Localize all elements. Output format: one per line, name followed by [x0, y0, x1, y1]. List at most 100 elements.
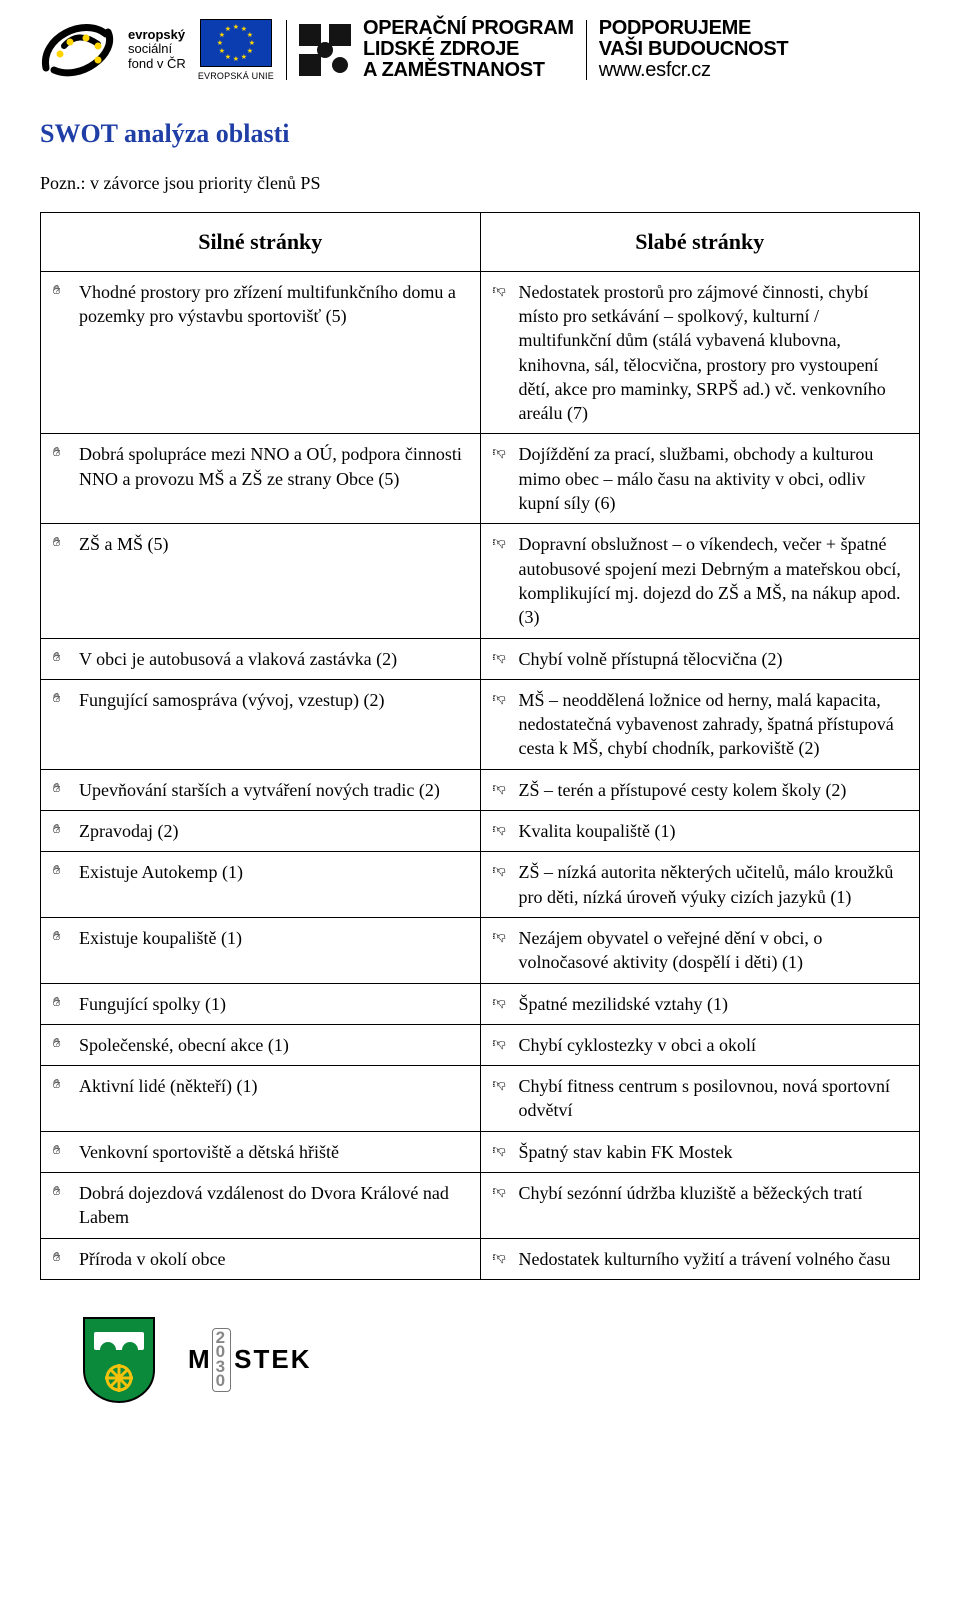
table-row: Dobrá dojezdová vzdálenost do Dvora Král…	[41, 1173, 920, 1239]
strength-item: Příroda v okolí obce	[51, 1247, 470, 1271]
podp-line1: PODPORUJEME	[599, 18, 789, 39]
eu-caption: EVROPSKÁ UNIE	[198, 71, 274, 81]
esf-text: evropský sociální fond v ČR	[128, 28, 186, 71]
weak-cell: Dojíždění za prací, službami, obchody a …	[480, 434, 920, 524]
mostek-m: M	[188, 1344, 212, 1375]
strength-item: Fungující spolky (1)	[51, 992, 470, 1016]
weakness-item: Špatný stav kabin FK Mostek	[491, 1140, 910, 1164]
weakness-item: ZŠ – terén a přístupové cesty kolem škol…	[491, 778, 910, 802]
strength-item: Existuje koupaliště (1)	[51, 926, 470, 950]
weak-cell: Chybí cyklostezky v obci a okolí	[480, 1024, 920, 1065]
strength-item: Dobrá spolupráce mezi NNO a OÚ, podpora …	[51, 442, 470, 491]
table-row: Zpravodaj (2) Kvalita koupaliště (1)	[41, 811, 920, 852]
strength-item: ZŠ a MŠ (5)	[51, 532, 470, 556]
table-row: Společenské, obecní akce (1) Chybí cyklos…	[41, 1024, 920, 1065]
strength-item: Společenské, obecní akce (1)	[51, 1033, 470, 1057]
strong-cell: Společenské, obecní akce (1)	[41, 1024, 481, 1065]
weakness-item: Nedostatek prostorů pro zájmové činnosti…	[491, 280, 910, 426]
weakness-item: Dojíždění za prací, službami, obchody a …	[491, 442, 910, 515]
table-row: Existuje koupaliště (1) Nezájem obyvatel …	[41, 917, 920, 983]
divider	[286, 20, 287, 80]
table-row: Příroda v okolí obce Nedostatek kulturníh…	[41, 1238, 920, 1279]
weak-cell: ZŠ – terén a přístupové cesty kolem škol…	[480, 769, 920, 810]
table-row: Fungující samospráva (vývoj, vzestup) (2…	[41, 679, 920, 769]
weakness-item: Chybí sezónní údržba kluziště a běžeckýc…	[491, 1181, 910, 1205]
weakness-item: Nedostatek kulturního vyžití a trávení v…	[491, 1247, 910, 1271]
weakness-item: Nezájem obyvatel o veřejné dění v obci, …	[491, 926, 910, 975]
strong-cell: Aktivní lidé (někteří) (1)	[41, 1066, 481, 1132]
podp-site: www.esfcr.cz	[599, 60, 789, 81]
table-row: Upevňování starších a vytváření nových t…	[41, 769, 920, 810]
weak-cell: Chybí fitness centrum s posilovnou, nová…	[480, 1066, 920, 1132]
strength-item: Existuje Autokemp (1)	[51, 860, 470, 884]
strong-cell: Existuje Autokemp (1)	[41, 852, 481, 918]
strong-cell: Zpravodaj (2)	[41, 811, 481, 852]
strong-cell: Příroda v okolí obce	[41, 1238, 481, 1279]
table-row: V obci je autobusová a vlaková zastávka …	[41, 638, 920, 679]
strong-cell: V obci je autobusová a vlaková zastávka …	[41, 638, 481, 679]
strong-cell: Venkovní sportoviště a dětská hřiště	[41, 1131, 481, 1172]
weak-cell: Nedostatek prostorů pro zájmové činnosti…	[480, 271, 920, 434]
oplzz-line1: OPERAČNÍ PROGRAM	[363, 18, 574, 39]
weak-cell: Chybí sezónní údržba kluziště a běžeckýc…	[480, 1173, 920, 1239]
weak-cell: Chybí volně přístupná tělocvična (2)	[480, 638, 920, 679]
strong-cell: Dobrá dojezdová vzdálenost do Dvora Král…	[41, 1173, 481, 1239]
weak-cell: Nezájem obyvatel o veřejné dění v obci, …	[480, 917, 920, 983]
strong-header: Silné stránky	[41, 213, 481, 272]
page-title: SWOT analýza oblasti	[40, 119, 920, 149]
weak-cell: Kvalita koupaliště (1)	[480, 811, 920, 852]
mostek-logo: M 2 0 3 0 STEK	[188, 1328, 311, 1392]
strength-item: Vhodné prostory pro zřízení multifunkční…	[51, 280, 470, 329]
weakness-item: Špatné mezilidské vztahy (1)	[491, 992, 910, 1016]
swot-table: Silné stránky Slabé stránky Vhodné prost…	[40, 212, 920, 1280]
weakness-item: ZŠ – nízká autorita některých učitelů, m…	[491, 860, 910, 909]
strong-cell: Existuje koupaliště (1)	[41, 917, 481, 983]
table-row: ZŠ a MŠ (5) Dopravní obslužnost – o víken…	[41, 524, 920, 638]
weakness-item: MŠ – neoddělená ložnice od herny, malá k…	[491, 688, 910, 761]
eu-flag-icon: ★ ★ ★ ★ ★ ★ ★ ★ ★ ★ ★ ★	[200, 19, 272, 67]
oplzz-mark-icon	[299, 24, 351, 76]
weakness-item: Chybí volně přístupná tělocvična (2)	[491, 647, 910, 671]
footer-logos: M 2 0 3 0 STEK	[40, 1314, 920, 1406]
weakness-item: Chybí cyklostezky v obci a okolí	[491, 1033, 910, 1057]
weak-cell: ZŠ – nízká autorita některých učitelů, m…	[480, 852, 920, 918]
weak-cell: Dopravní obslužnost – o víkendech, večer…	[480, 524, 920, 638]
esf-line3: fond v ČR	[128, 57, 186, 71]
strong-cell: Dobrá spolupráce mezi NNO a OÚ, podpora …	[41, 434, 481, 524]
oplzz-text: OPERAČNÍ PROGRAM LIDSKÉ ZDROJE A ZAMĚSTN…	[363, 18, 574, 81]
table-row: Vhodné prostory pro zřízení multifunkční…	[41, 271, 920, 434]
divider	[586, 20, 587, 80]
strength-item: Dobrá dojezdová vzdálenost do Dvora Král…	[51, 1181, 470, 1230]
table-row: Venkovní sportoviště a dětská hřiště Špat…	[41, 1131, 920, 1172]
strong-cell: Fungující spolky (1)	[41, 983, 481, 1024]
weak-header: Slabé stránky	[480, 213, 920, 272]
strength-item: Fungující samospráva (vývoj, vzestup) (2…	[51, 688, 470, 712]
mostek-2030-icon: 2 0 3 0	[212, 1328, 231, 1392]
strength-item: Aktivní lidé (někteří) (1)	[51, 1074, 470, 1098]
oplzz-line2: LIDSKÉ ZDROJE	[363, 39, 574, 60]
podp-line2: VAŠI BUDOUCNOST	[599, 39, 789, 60]
eu-logo: ★ ★ ★ ★ ★ ★ ★ ★ ★ ★ ★ ★ EVROPSKÁ UNIE	[198, 19, 274, 81]
podporujeme-block: PODPORUJEME VAŠI BUDOUCNOST www.esfcr.cz	[599, 18, 789, 81]
table-row: Aktivní lidé (někteří) (1) Chybí fitness …	[41, 1066, 920, 1132]
strength-item: Upevňování starších a vytváření nových t…	[51, 778, 470, 802]
weakness-item: Chybí fitness centrum s posilovnou, nová…	[491, 1074, 910, 1123]
strength-item: V obci je autobusová a vlaková zastávka …	[51, 647, 470, 671]
weak-cell: Nedostatek kulturního vyžití a trávení v…	[480, 1238, 920, 1279]
municipal-crest-icon	[80, 1314, 158, 1406]
strength-item: Zpravodaj (2)	[51, 819, 470, 843]
table-row: Existuje Autokemp (1) ZŠ – nízká autorita…	[41, 852, 920, 918]
weakness-item: Kvalita koupaliště (1)	[491, 819, 910, 843]
table-row: Fungující spolky (1) Špatné mezilidské vz…	[41, 983, 920, 1024]
oplzz-logo: OPERAČNÍ PROGRAM LIDSKÉ ZDROJE A ZAMĚSTN…	[299, 18, 574, 81]
esf-logo: evropský sociální fond v ČR	[40, 20, 186, 80]
strength-item: Venkovní sportoviště a dětská hřiště	[51, 1140, 470, 1164]
funding-logo-strip: evropský sociální fond v ČR ★ ★ ★ ★ ★ ★ …	[40, 0, 920, 111]
strong-cell: Upevňování starších a vytváření nových t…	[41, 769, 481, 810]
esf-swirl-icon	[40, 20, 118, 80]
oplzz-line3: A ZAMĚSTNANOST	[363, 60, 574, 81]
esf-line1: evropský	[128, 28, 186, 42]
strong-cell: ZŠ a MŠ (5)	[41, 524, 481, 638]
weak-cell: Špatné mezilidské vztahy (1)	[480, 983, 920, 1024]
strong-cell: Vhodné prostory pro zřízení multifunkční…	[41, 271, 481, 434]
